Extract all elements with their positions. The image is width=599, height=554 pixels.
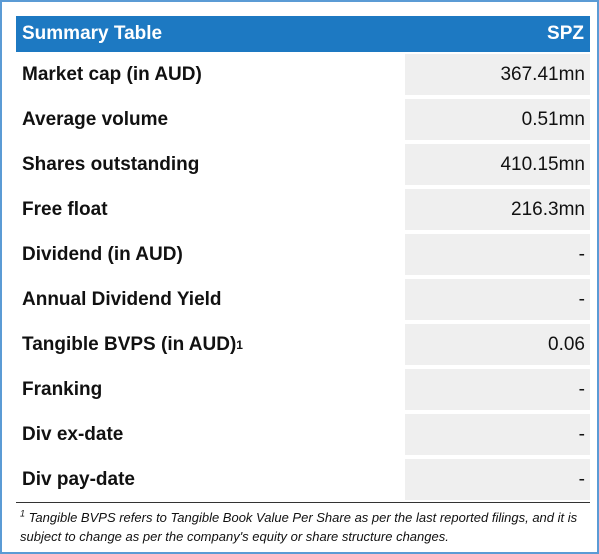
row-value: - xyxy=(405,414,590,455)
table-row-dividend: Dividend (in AUD) - xyxy=(16,232,590,277)
table-row-tangible-bvps: Tangible BVPS (in AUD) 1 0.06 xyxy=(16,322,590,367)
row-label: Shares outstanding xyxy=(16,142,405,187)
footnote-text: Tangible BVPS refers to Tangible Book Va… xyxy=(20,510,578,544)
row-value: 367.41mn xyxy=(405,54,590,95)
row-label-text: Tangible BVPS (in AUD) xyxy=(22,333,237,355)
row-label: Free float xyxy=(16,187,405,232)
row-label: Annual Dividend Yield xyxy=(16,277,405,322)
table-row-free-float: Free float 216.3mn xyxy=(16,187,590,232)
row-value: 410.15mn xyxy=(405,144,590,185)
row-label: Market cap (in AUD) xyxy=(16,52,405,97)
table-row-div-pay-date: Div pay-date - xyxy=(16,457,590,502)
table-row-market-cap: Market cap (in AUD) 367.41mn xyxy=(16,52,590,97)
row-value: 0.06 xyxy=(405,324,590,365)
summary-rows: Market cap (in AUD) 367.41mn Average vol… xyxy=(16,52,590,502)
row-value: - xyxy=(405,459,590,500)
row-value: - xyxy=(405,279,590,320)
table-row-annual-dividend-yield: Annual Dividend Yield - xyxy=(16,277,590,322)
ticker-label: SPZ xyxy=(547,23,584,44)
row-label: Tangible BVPS (in AUD) 1 xyxy=(16,322,405,367)
row-label: Div pay-date xyxy=(16,457,405,502)
table-row-average-volume: Average volume 0.51mn xyxy=(16,97,590,142)
row-label: Average volume xyxy=(16,97,405,142)
row-value: - xyxy=(405,369,590,410)
row-value: 216.3mn xyxy=(405,189,590,230)
footnote-divider xyxy=(16,502,590,503)
row-label: Div ex-date xyxy=(16,412,405,457)
row-label: Franking xyxy=(16,367,405,412)
table-row-shares-outstanding: Shares outstanding 410.15mn xyxy=(16,142,590,187)
footnote-marker: 1 xyxy=(20,508,26,519)
table-row-franking: Franking - xyxy=(16,367,590,412)
row-label: Dividend (in AUD) xyxy=(16,232,405,277)
table-title: Summary Table xyxy=(22,23,163,44)
row-value: - xyxy=(405,234,590,275)
table-row-div-ex-date: Div ex-date - xyxy=(16,412,590,457)
row-value: 0.51mn xyxy=(405,99,590,140)
table-header: Summary Table SPZ xyxy=(16,16,590,52)
footnote: 1 Tangible BVPS refers to Tangible Book … xyxy=(20,508,588,546)
